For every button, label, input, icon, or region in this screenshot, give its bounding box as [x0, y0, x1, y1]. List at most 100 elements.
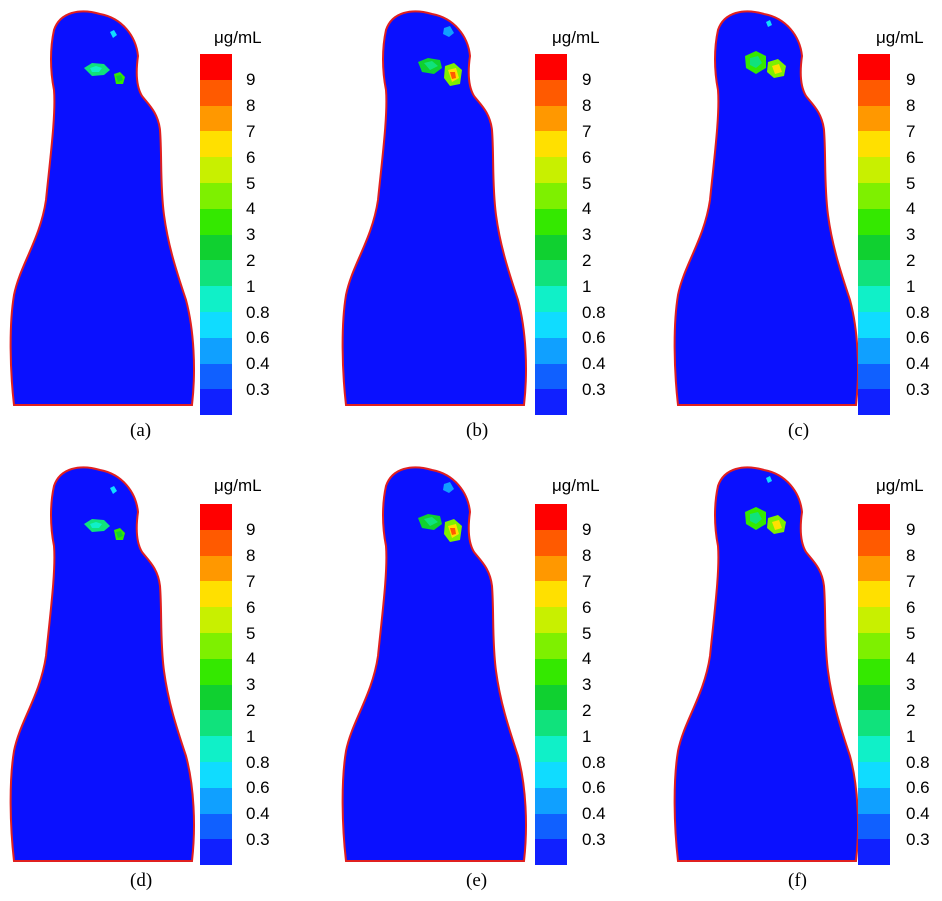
colorbar-tick-label: 0.8: [246, 752, 270, 772]
colorbar-tick-label: 7: [246, 571, 256, 591]
colorbar-tick-label: 0.8: [906, 752, 930, 772]
colorbar-tick-label: 8: [246, 546, 256, 566]
colorbar-unit-label: μg/mL: [552, 476, 600, 495]
colorbar-swatch: [200, 337, 232, 364]
colorbar-tick-label: 7: [906, 121, 916, 141]
colorbar-tick-label: 4: [906, 199, 916, 219]
colorbar-tick-label: 2: [246, 700, 256, 720]
concentration-map-2: [341, 10, 527, 406]
colorbar-swatch: [200, 607, 232, 634]
colorbar-tick-label: 7: [582, 571, 592, 591]
colorbar-tick-label: 7: [582, 121, 592, 141]
colorbar-swatch: [200, 105, 232, 132]
colorbar-swatch: [200, 710, 232, 737]
colorbar-swatch: [535, 337, 567, 364]
colorbar-tick-label: 0.4: [906, 354, 930, 374]
colorbar-swatch: [200, 787, 232, 814]
colorbar-tick-label: 1: [246, 276, 256, 296]
colorbar-swatch: [200, 684, 232, 711]
colorbar-tick-label: 1: [582, 726, 592, 746]
colorbar-swatch: [858, 337, 890, 364]
colorbar-tick-label: 0.8: [906, 302, 930, 322]
colorbar-swatch: [535, 183, 567, 209]
colorbar-tick-label: 1: [906, 726, 916, 746]
colorbar-swatch: [200, 581, 232, 608]
colorbar-tick-label: 5: [582, 173, 592, 193]
colorbar-tick-label: 0.4: [246, 354, 270, 374]
colorbar-tick-label: 9: [906, 70, 916, 90]
colorbar-swatch: [858, 839, 890, 866]
colorbar-tick-label: 4: [582, 199, 592, 219]
colorbar-tick-label: 8: [906, 546, 916, 566]
colorbar-swatch: [858, 813, 890, 840]
colorbar-tick-label: 0.8: [582, 752, 606, 772]
hotspot: [116, 75, 123, 82]
colorbar-swatch: [535, 79, 567, 106]
colorbar-tick-label: 9: [582, 70, 592, 90]
colorbar-swatch: [858, 529, 890, 556]
colorbar-tick-label: 4: [906, 649, 916, 669]
colorbar-swatch: [535, 555, 567, 582]
colorbar-tick-label: 6: [246, 597, 256, 617]
colorbar-tick-label: 9: [582, 520, 592, 540]
colorbar-swatch: [858, 710, 890, 737]
colorbar-swatch: [858, 504, 890, 530]
hotspot: [90, 66, 102, 72]
colorbar-tick-label: 3: [582, 675, 592, 695]
colorbar-swatch: [200, 529, 232, 556]
colorbar-swatch: [858, 79, 890, 106]
colorbar-tick-label: 2: [582, 250, 592, 270]
colorbar-tick-label: 0.6: [906, 328, 930, 348]
colorbar-swatch: [200, 555, 232, 582]
colorbar-swatch: [200, 363, 232, 390]
hotspot: [772, 64, 782, 74]
colorbar-swatch: [200, 234, 232, 261]
colorbar-swatch: [535, 54, 567, 80]
body-silhouette: [341, 10, 527, 406]
colorbar-swatch: [858, 157, 890, 184]
colorbar-tick-label: 0.4: [246, 804, 270, 824]
colorbar-swatch: [200, 79, 232, 106]
colorbar-swatch: [535, 105, 567, 132]
colorbar-swatch: [535, 504, 567, 530]
colorbar-tick-label: 8: [582, 96, 592, 116]
colorbar-swatch: [858, 762, 890, 788]
colorbar-tick-label: 6: [582, 147, 592, 167]
colorbar-swatch: [858, 131, 890, 158]
colorbar-tick-label: 0.3: [582, 379, 606, 399]
colorbar-swatch: [858, 633, 890, 659]
colorbar-swatch: [535, 389, 567, 416]
colorbar-swatch: [200, 736, 232, 763]
body-silhouette: [673, 10, 859, 406]
colorbar-swatch: [200, 208, 232, 235]
colorbar-swatch: [858, 363, 890, 390]
colorbar-swatch: [535, 131, 567, 158]
colorbar-swatch: [535, 286, 567, 313]
colorbar-swatch: [535, 607, 567, 634]
colorbar-swatch: [200, 312, 232, 338]
colorbar-tick-label: 0.4: [582, 804, 606, 824]
panel-caption: (e): [466, 870, 488, 891]
colorbar-swatch: [535, 633, 567, 659]
colorbar-swatch: [200, 762, 232, 788]
colorbar-swatch: [858, 286, 890, 313]
colorbar-tick-label: 6: [906, 597, 916, 617]
colorbar-swatch: [858, 684, 890, 711]
hotspot: [90, 522, 102, 528]
colorbar-swatch: [200, 658, 232, 685]
body-silhouette: [9, 466, 195, 862]
colorbar-tick-label: 0.3: [906, 829, 930, 849]
colorbar-unit-label: μg/mL: [876, 476, 924, 495]
colorbar-unit-label: μg/mL: [876, 28, 924, 47]
colorbar-unit-label: μg/mL: [214, 476, 262, 495]
hotspot: [443, 26, 454, 37]
panel-caption: (f): [788, 870, 807, 891]
colorbar-tick-label: 6: [246, 147, 256, 167]
colorbar-swatch: [200, 839, 232, 866]
colorbar-swatch: [200, 131, 232, 158]
hotspot: [110, 30, 117, 38]
colorbar-tick-label: 1: [246, 726, 256, 746]
colorbar-swatch: [200, 813, 232, 840]
colorbar-tick-label: 2: [906, 250, 916, 270]
